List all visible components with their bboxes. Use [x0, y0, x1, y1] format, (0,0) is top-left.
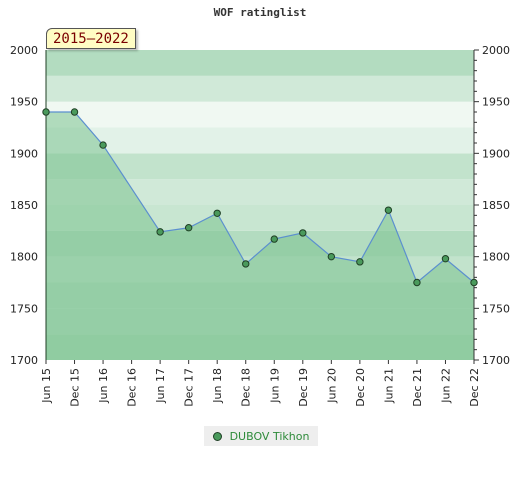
y-tick-label-left: 1850: [10, 199, 38, 212]
grid-band: [46, 101, 474, 128]
data-point: [413, 278, 421, 287]
y-tick-label-right: 2000: [482, 44, 510, 57]
data-point: [470, 278, 478, 287]
y-tick-label-left: 1800: [10, 251, 38, 264]
x-tick-label: Dec 21: [411, 368, 424, 407]
x-tick-label: Jun 18: [211, 368, 224, 404]
data-point: [42, 108, 50, 116]
area-layer: [46, 112, 474, 360]
y-tick-label-left: 1950: [10, 96, 38, 109]
y-tick-label-right: 1950: [482, 96, 510, 109]
y-tick-label-left: 1750: [10, 302, 38, 315]
data-point: [156, 228, 164, 236]
data-point: [184, 224, 193, 232]
legend-marker-icon: [212, 431, 222, 441]
x-tick-label: Jun 19: [268, 368, 281, 404]
data-point: [213, 209, 221, 217]
grid-band: [46, 127, 474, 154]
x-tick-label: Jun 16: [97, 368, 110, 404]
y-tick-label-right: 1800: [482, 251, 510, 264]
grid-band: [46, 50, 474, 76]
period-badge: 2015–2022: [46, 28, 136, 49]
axis-layer: [45, 49, 479, 364]
legend-label: DUBOV Tikhon: [229, 429, 310, 443]
data-point: [242, 260, 250, 268]
data-point: [384, 206, 393, 214]
data-point: [99, 141, 107, 149]
y-tick-label-right: 1750: [482, 302, 510, 315]
series-area: [46, 112, 474, 360]
label-layer: 1700 1700 1750 1750 1800 1800 1850 1850 1900 1900…: [10, 44, 510, 407]
x-tick-label: Dec 15: [69, 368, 82, 407]
x-tick-label: Dec 17: [183, 368, 196, 407]
data-point: [270, 235, 278, 243]
x-tick-label: Dec 20: [354, 368, 367, 407]
y-tick-label-right: 1900: [482, 147, 510, 160]
x-tick-label: Dec 22: [468, 368, 481, 407]
x-tick-label: Dec 16: [126, 368, 139, 407]
x-tick-label: Jun 17: [154, 368, 167, 404]
x-tick-label: Dec 19: [297, 368, 310, 407]
data-point: [70, 108, 79, 116]
x-tick-label: Jun 21: [382, 368, 395, 404]
x-tick-label: Dec 18: [240, 368, 253, 407]
marker-layer: [42, 108, 478, 287]
chart-title: WOF ratinglist: [213, 6, 307, 19]
x-tick-label: Jun 20: [325, 368, 338, 404]
y-tick-label-right: 1850: [482, 199, 510, 212]
x-tick-label: Jun 15: [40, 368, 53, 404]
y-tick-label-left: 1700: [10, 354, 38, 367]
y-tick-label-right: 1700: [482, 354, 510, 367]
data-point: [327, 252, 336, 261]
y-tick-label-left: 1900: [10, 147, 38, 160]
legend[interactable]: DUBOV Tikhon: [204, 426, 318, 446]
data-point: [356, 258, 364, 266]
grid-band: [46, 75, 474, 102]
y-tick-label-left: 2000: [10, 44, 38, 57]
data-point: [299, 229, 307, 237]
x-tick-label: Jun 22: [439, 368, 452, 404]
data-point: [441, 255, 450, 263]
